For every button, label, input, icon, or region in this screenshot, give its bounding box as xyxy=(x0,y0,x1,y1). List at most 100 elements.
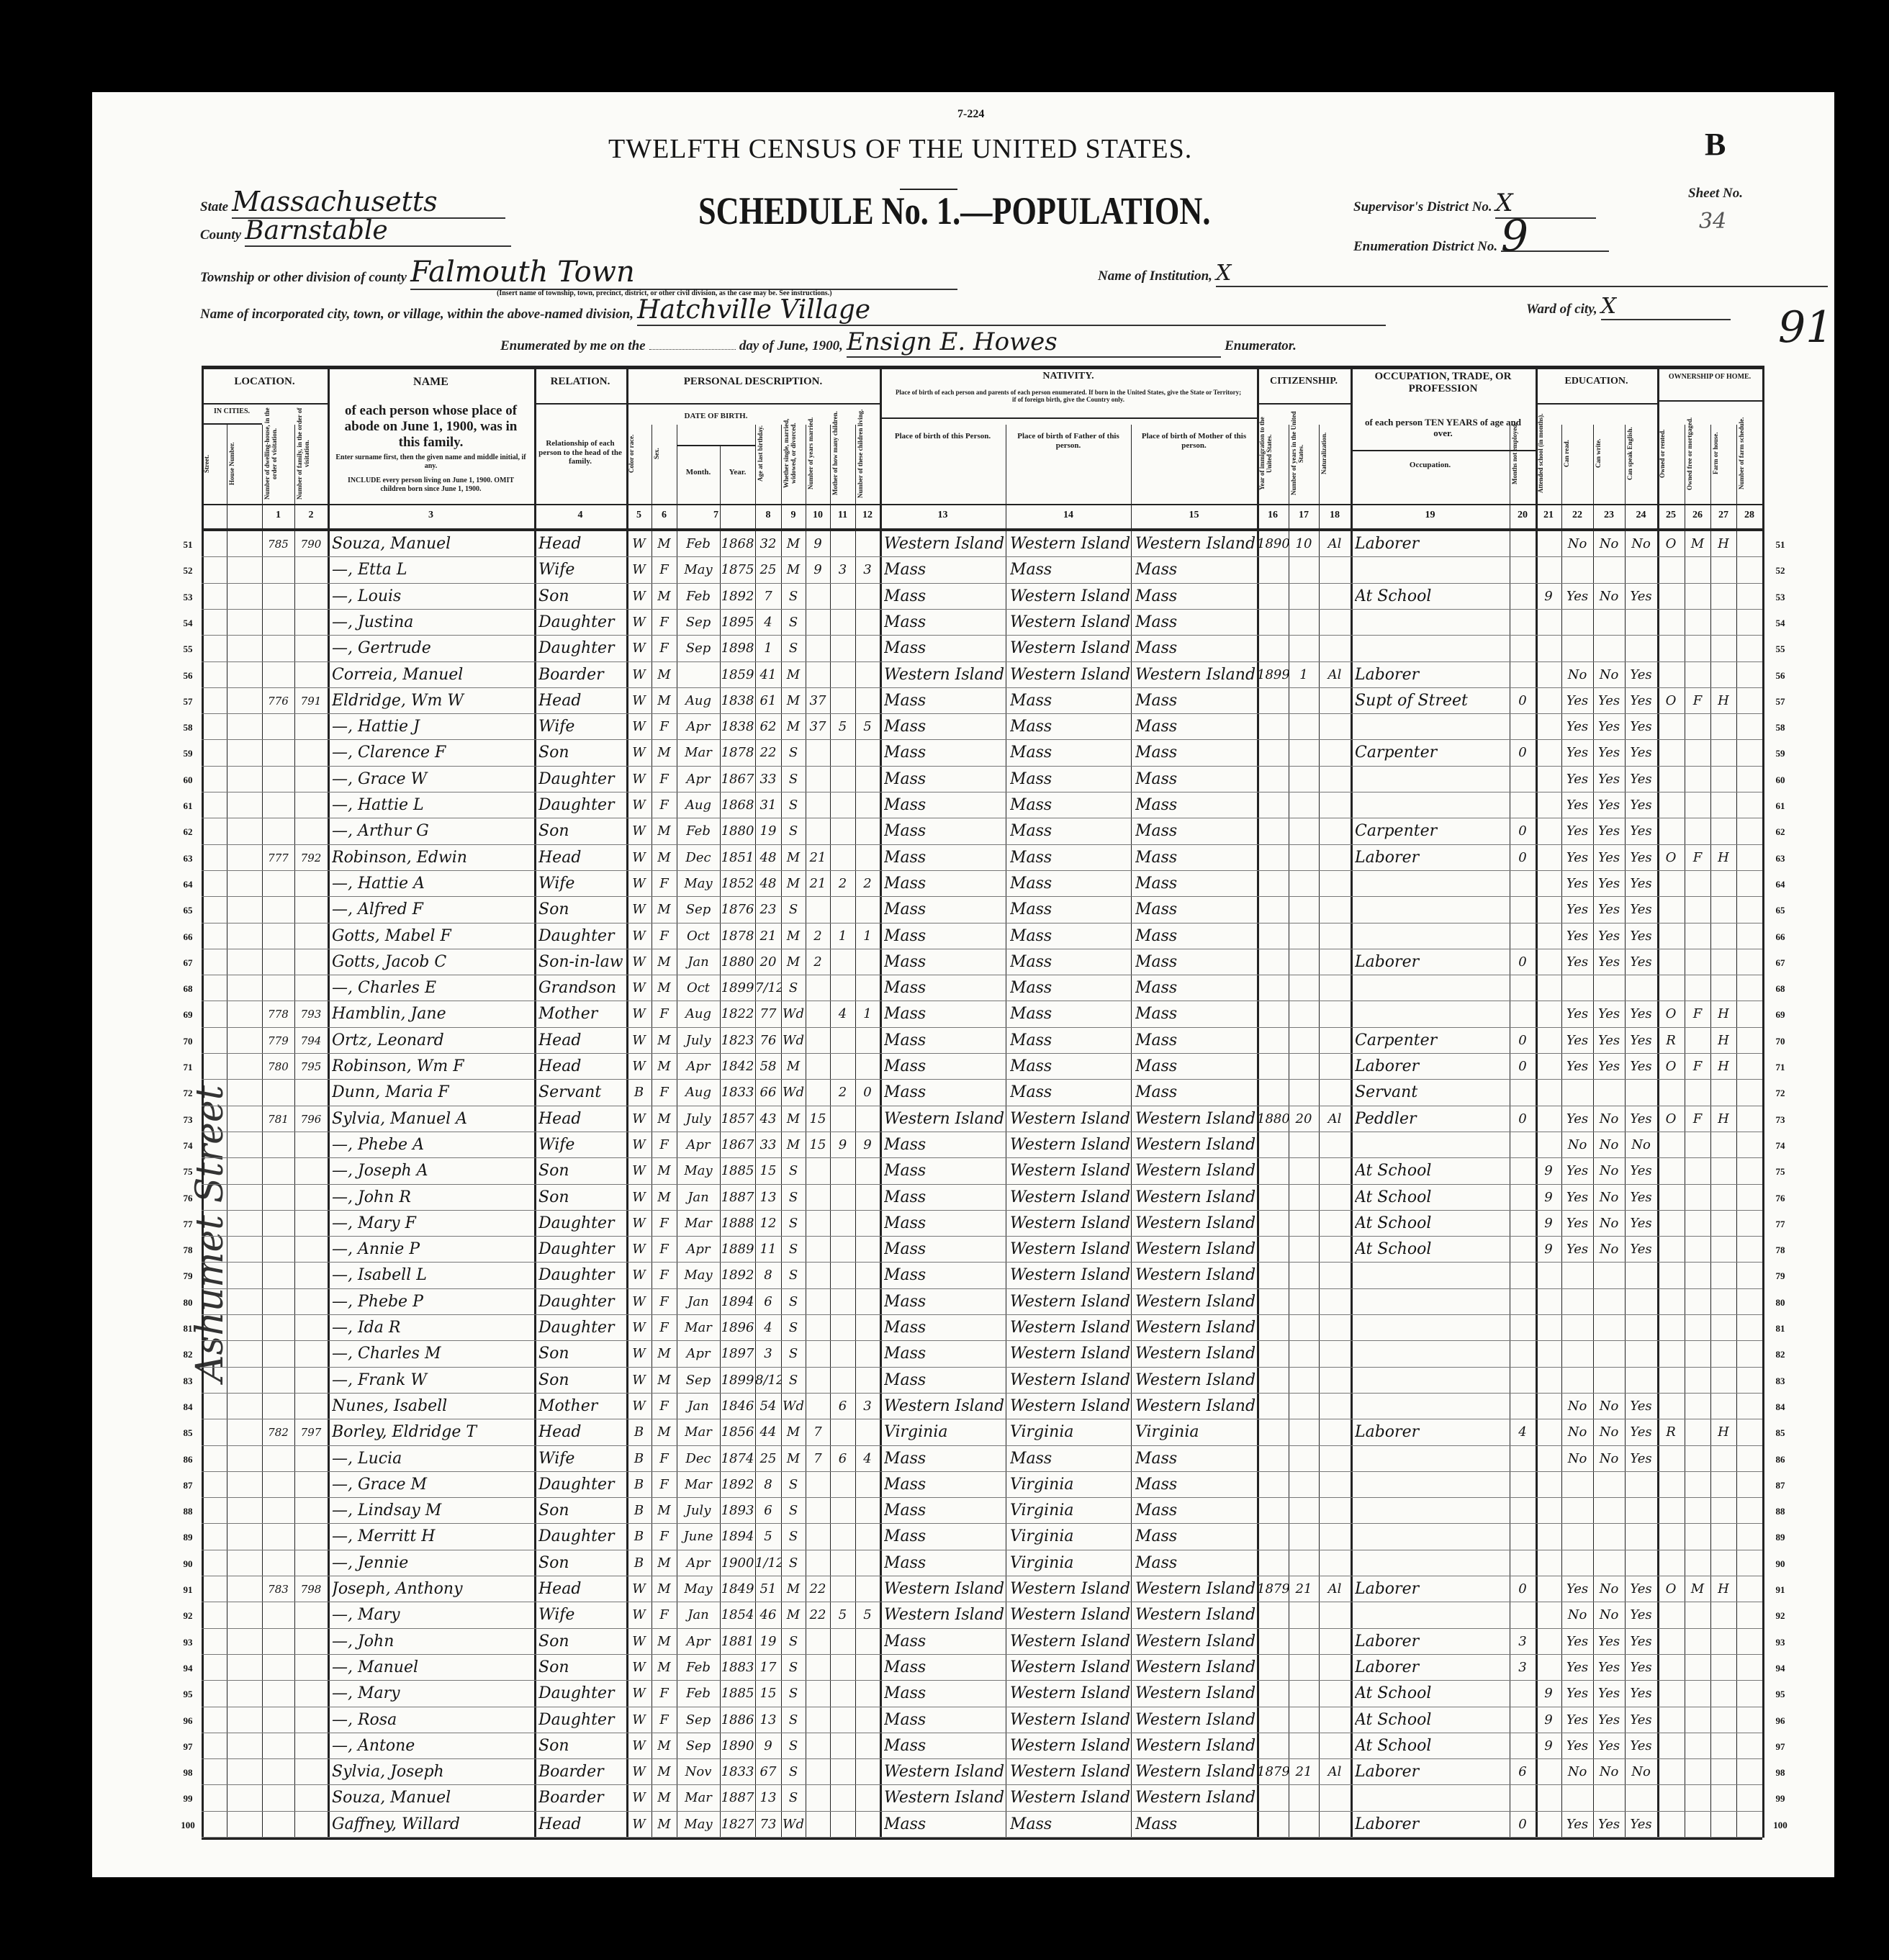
cell-school-months xyxy=(1536,1106,1561,1132)
cell-children-living xyxy=(855,1629,880,1655)
line-number-right: 73 xyxy=(1775,1114,1785,1125)
cell-years-married xyxy=(806,1733,830,1759)
cell-can-read: Yes xyxy=(1566,1059,1589,1074)
cell-dwelling xyxy=(262,1602,294,1628)
cell-father-birthplace: Western Island xyxy=(1010,587,1130,605)
cell-birth-month: Apr xyxy=(686,1555,711,1571)
line-number-left: 71 xyxy=(183,1062,193,1072)
cell-owned-rented xyxy=(1657,1080,1685,1106)
line-number-left: 93 xyxy=(183,1636,193,1648)
cell-immigration-year xyxy=(1257,1629,1289,1655)
cell-free-mortgaged xyxy=(1685,1759,1710,1785)
cell-can-read: Yes xyxy=(1566,902,1589,918)
cell-farm-house xyxy=(1710,1550,1736,1576)
column-label: Attended school (in months). xyxy=(1537,413,1544,494)
cell-children-living xyxy=(855,1158,880,1184)
cell-sex: F xyxy=(659,1085,669,1101)
cell-farm-house xyxy=(1710,949,1736,975)
cell-can-write: Yes xyxy=(1597,954,1620,970)
cell-birth-month: Apr xyxy=(686,719,711,735)
cell-marital-status: S xyxy=(788,1503,798,1519)
cell-family xyxy=(294,1237,328,1263)
cell-occupation: Carpenter xyxy=(1355,744,1438,762)
cell-age: 25 xyxy=(759,1450,777,1466)
cell-relation: Head xyxy=(538,535,582,553)
cell-children-born: 6 xyxy=(838,1398,847,1414)
cell-age: 7 xyxy=(764,588,772,604)
cell-naturalization xyxy=(1319,871,1351,897)
cell-birth-year: 1892 xyxy=(721,1476,754,1492)
cell-birthplace: Mass xyxy=(884,561,927,579)
cell-years-married xyxy=(806,1341,830,1367)
cell-dwelling: 779 xyxy=(268,1034,289,1047)
column-label: Can speak English. xyxy=(1626,427,1633,480)
line-number-right: 72 xyxy=(1775,1088,1785,1099)
cell-can-speak-english xyxy=(1625,636,1657,661)
cell-sex: M xyxy=(657,1372,671,1388)
line-number-left: 75 xyxy=(183,1166,193,1178)
cell-father-birthplace: Western Island xyxy=(1010,1240,1130,1259)
cell-naturalization: Al xyxy=(1327,1764,1342,1780)
cell-birth-year: 1859 xyxy=(721,667,754,682)
cell-can-read: Yes xyxy=(1566,1738,1589,1753)
cell-farm-house xyxy=(1710,584,1736,610)
cell-can-speak-english: Yes xyxy=(1630,1189,1652,1205)
cell-father-birthplace: Western Island xyxy=(1010,535,1130,553)
cell-birthplace: Mass xyxy=(884,1475,927,1494)
column-divider xyxy=(262,425,263,1838)
cell-months-unemployed xyxy=(1510,1315,1536,1341)
cell-mother-birthplace: Mass xyxy=(1135,718,1178,736)
cell-school-months xyxy=(1536,1602,1561,1628)
cell-marital-status: S xyxy=(788,980,798,996)
cell-free-mortgaged xyxy=(1685,1446,1710,1472)
cell-farm-house xyxy=(1710,1524,1736,1550)
cell-can-write: Yes xyxy=(1597,875,1620,891)
line-number-right: 88 xyxy=(1775,1506,1785,1517)
cell-family: 792 xyxy=(300,851,322,864)
ward-label: Ward of city, xyxy=(1526,302,1597,317)
cell-naturalization xyxy=(1319,610,1351,636)
cell-free-mortgaged xyxy=(1685,871,1710,897)
cell-naturalization xyxy=(1319,1655,1351,1681)
cell-children-born xyxy=(830,975,855,1001)
cell-months-unemployed xyxy=(1510,1707,1536,1733)
occupation-description: of each person TEN YEARS of age and over… xyxy=(1364,417,1522,438)
cell-name: Eldridge, Wm W xyxy=(332,691,464,710)
cell-family xyxy=(294,1759,328,1785)
cell-can-read: Yes xyxy=(1566,1111,1589,1126)
cell-mother-birthplace: Western Island xyxy=(1135,1710,1255,1729)
group-relation: RELATION. xyxy=(550,376,610,387)
cell-owned-rented: R xyxy=(1666,1032,1676,1048)
cell-farm-house xyxy=(1710,1237,1736,1263)
cell-months-unemployed xyxy=(1510,557,1536,583)
cell-can-write: Yes xyxy=(1597,719,1620,735)
line-number-left: 53 xyxy=(183,591,193,602)
cell-free-mortgaged xyxy=(1685,662,1710,688)
cell-immigration-year xyxy=(1257,740,1289,766)
cell-mother-birthplace: Western Island xyxy=(1135,1370,1255,1389)
cell-can-speak-english: Yes xyxy=(1630,1581,1652,1597)
cell-occupation xyxy=(1355,1524,1508,1550)
cell-can-speak-english: Yes xyxy=(1630,588,1652,604)
cell-age: 25 xyxy=(759,562,777,578)
cell-family: 791 xyxy=(300,694,322,708)
row-rule xyxy=(202,1471,1762,1472)
cell-color: W xyxy=(632,823,646,839)
cell-can-read: Yes xyxy=(1566,692,1589,708)
cell-owned-rented xyxy=(1657,1341,1685,1367)
line-number-left: 60 xyxy=(183,774,193,785)
cell-age: 76 xyxy=(759,1032,777,1048)
cell-birth-month: Sep xyxy=(685,641,711,656)
cell-can-speak-english: Yes xyxy=(1630,771,1652,787)
cell-children-born xyxy=(830,1524,855,1550)
cell-mother-birthplace: Western Island xyxy=(1135,1736,1255,1755)
relation-rule xyxy=(534,403,626,405)
cell-birthplace: Mass xyxy=(884,1214,927,1232)
cell-marital-status: S xyxy=(788,1293,798,1309)
cell-birth-year: 1878 xyxy=(721,745,754,761)
cell-name: —, Lucia xyxy=(332,1449,402,1468)
cell-years-married: 21 xyxy=(809,849,826,865)
row-rule xyxy=(202,1497,1762,1499)
cell-birth-month: Aug xyxy=(685,692,712,708)
cell-can-speak-english: Yes xyxy=(1630,954,1652,970)
